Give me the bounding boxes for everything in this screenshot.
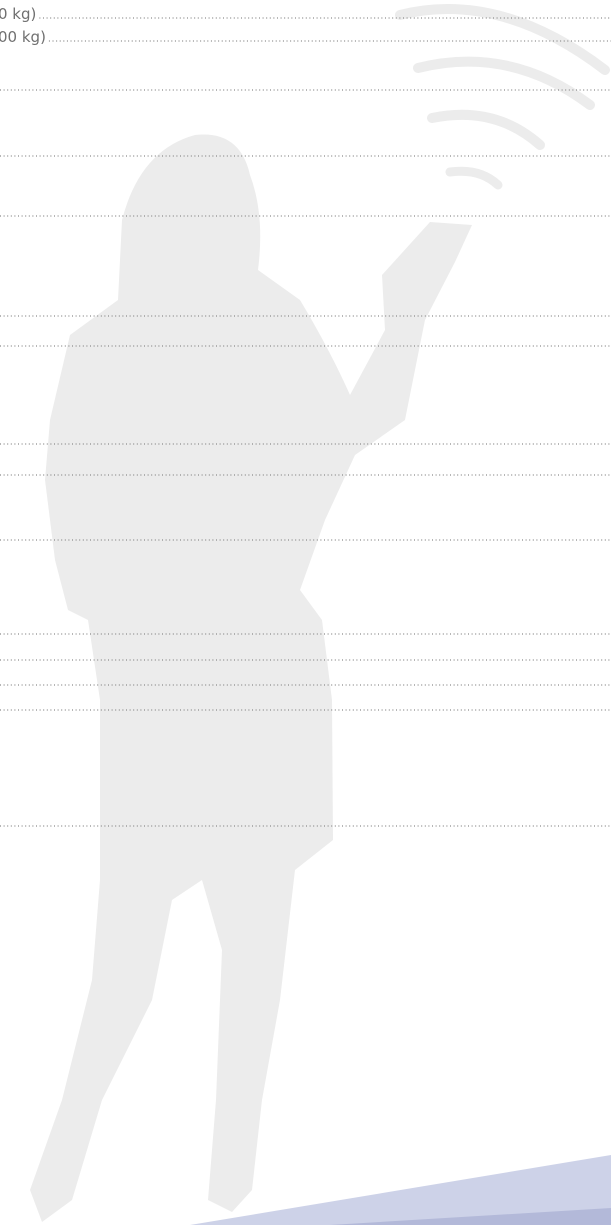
document-page: 0 kg) 00 kg) <box>0 0 611 1225</box>
line-text: 0 kg) <box>0 5 36 23</box>
line-text: 00 kg) <box>0 28 46 46</box>
woman-silhouette <box>30 135 472 1223</box>
signal-arcs <box>400 9 605 185</box>
page: 0 kg) 00 kg) (() => { const data = JSON.… <box>0 0 611 1225</box>
